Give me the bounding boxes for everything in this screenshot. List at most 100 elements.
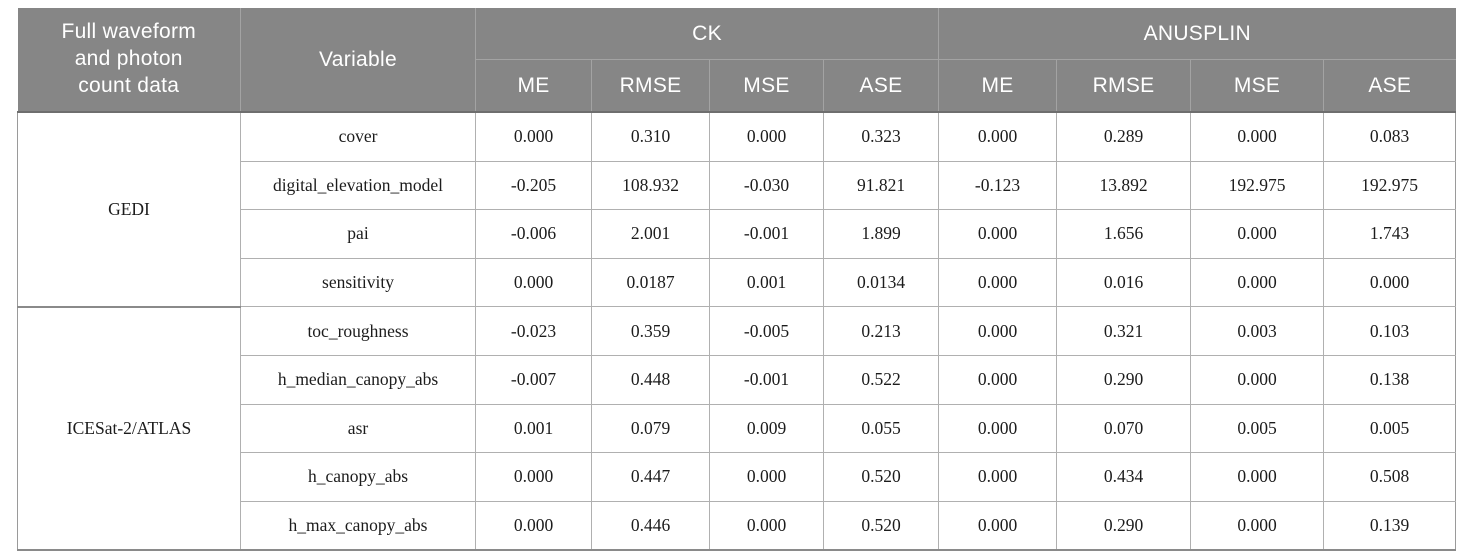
- value-cell-anusplin-mse: 0.000: [1190, 257, 1325, 308]
- table-row-asr: asr 0.001 0.079 0.009 0.055 0.000 0.070 0.005 0.…: [18, 403, 1457, 454]
- value-cell-ck-ase: 0.055: [822, 403, 940, 454]
- source-cell-gedi: GEDI: [17, 112, 241, 308]
- variable-cell: h_canopy_abs: [240, 452, 476, 502]
- header-metric-row: ME RMSE MSE ASE ME RMSE MSE ASE: [18, 59, 1456, 113]
- metric-header-ck-rmse: RMSE: [591, 59, 710, 113]
- table-row-h_canopy_abs: h_canopy_abs 0.000 0.447 0.000 0.520 0.000 0.4…: [18, 452, 1457, 502]
- value-cell-anusplin-rmse: 0.290: [1056, 500, 1192, 552]
- value-cell-ck-ase: 1.899: [822, 209, 940, 259]
- value-cell-ck-me: -0.007: [475, 354, 592, 405]
- value-cell-ck-rmse: 0.0187: [591, 257, 710, 308]
- variable-cell: cover: [240, 112, 476, 162]
- value-cell-anusplin-me: 0.000: [938, 452, 1058, 502]
- value-cell-ck-mse: 0.001: [709, 257, 824, 308]
- value-cell-anusplin-mse: 0.003: [1190, 306, 1325, 356]
- variable-cell: asr: [240, 403, 476, 454]
- column-header-variable: Variable: [240, 8, 476, 113]
- value-cell-anusplin-ase: 0.508: [1323, 452, 1457, 502]
- value-cell-ck-rmse: 108.932: [591, 160, 710, 211]
- metric-header-ck-me: ME: [475, 59, 592, 113]
- variable-cell: h_median_canopy_abs: [240, 354, 476, 405]
- value-cell-anusplin-rmse: 0.290: [1056, 354, 1192, 405]
- header-group-row: Full waveform and photon count data Vari…: [17, 8, 1456, 113]
- value-cell-anusplin-ase: 0.083: [1323, 112, 1457, 162]
- value-cell-ck-mse: 0.000: [709, 112, 824, 162]
- metric-header-anusplin-ase: ASE: [1323, 59, 1456, 113]
- variable-cell: sensitivity: [240, 257, 476, 308]
- value-cell-ck-ase: 0.0134: [822, 257, 940, 308]
- table-row-cover: GEDI cover 0.000 0.310 0.000 0.323 0.000 0.289 0…: [17, 112, 1457, 308]
- value-cell-anusplin-ase: 0.000: [1323, 257, 1457, 308]
- value-cell-anusplin-me: 0.000: [938, 500, 1058, 552]
- value-cell-ck-me: 0.000: [475, 112, 592, 162]
- variable-cell: pai: [240, 209, 476, 259]
- variable-cell: digital_elevation_model: [240, 160, 476, 211]
- source-cell-icesat-2-atlas: ICESat-2/ATLAS: [17, 306, 241, 552]
- metric-header-anusplin-rmse: RMSE: [1056, 59, 1192, 113]
- value-cell-ck-me: -0.205: [475, 160, 592, 211]
- value-cell-anusplin-me: 0.000: [938, 112, 1058, 162]
- value-cell-ck-ase: 91.821: [822, 160, 940, 211]
- value-cell-anusplin-rmse: 0.434: [1056, 452, 1192, 502]
- value-cell-ck-rmse: 0.359: [591, 306, 710, 356]
- table-row-toc_roughness: ICESat-2/ATLAS toc_roughness -0.023 0.359 -0…: [17, 306, 1457, 552]
- column-header-source: Full waveform and photon count data: [17, 8, 241, 113]
- value-cell-anusplin-rmse: 13.892: [1056, 160, 1192, 211]
- value-cell-anusplin-rmse: 0.070: [1056, 403, 1192, 454]
- value-cell-anusplin-me: 0.000: [938, 306, 1058, 356]
- group-header-ck: CK: [474, 8, 940, 60]
- value-cell-ck-mse: -0.001: [709, 209, 824, 259]
- value-cell-anusplin-ase: 0.005: [1323, 403, 1457, 454]
- value-cell-ck-rmse: 0.447: [591, 452, 710, 502]
- accuracy-metrics-table: Full waveform and photon count data Vari…: [17, 8, 1457, 552]
- value-cell-ck-ase: 0.323: [822, 112, 940, 162]
- table-row-h_max_canopy_abs: h_max_canopy_abs 0.000 0.446 0.000 0.520 0.00…: [18, 500, 1457, 552]
- variable-cell: h_max_canopy_abs: [240, 500, 476, 552]
- value-cell-anusplin-mse: 192.975: [1190, 160, 1325, 211]
- value-cell-ck-me: -0.023: [475, 306, 592, 356]
- table-row-digital_elevation_model: digital_elevation_model -0.205 108.932 -0.0…: [18, 160, 1457, 211]
- value-cell-anusplin-me: 0.000: [938, 257, 1058, 308]
- value-cell-anusplin-rmse: 0.289: [1056, 112, 1192, 162]
- value-cell-anusplin-ase: 1.743: [1323, 209, 1457, 259]
- value-cell-anusplin-me: 0.000: [938, 209, 1058, 259]
- value-cell-ck-me: -0.006: [475, 209, 592, 259]
- value-cell-ck-me: 0.000: [475, 452, 592, 502]
- value-cell-anusplin-mse: 0.000: [1190, 112, 1325, 162]
- value-cell-anusplin-mse: 0.000: [1190, 209, 1325, 259]
- value-cell-ck-mse: -0.001: [709, 354, 824, 405]
- group-header-anusplin: ANUSPLIN: [938, 8, 1456, 60]
- value-cell-ck-mse: -0.030: [709, 160, 824, 211]
- value-cell-ck-mse: 0.000: [709, 500, 824, 552]
- value-cell-anusplin-rmse: 1.656: [1056, 209, 1192, 259]
- value-cell-anusplin-mse: 0.000: [1190, 500, 1325, 552]
- value-cell-ck-rmse: 0.079: [591, 403, 710, 454]
- value-cell-anusplin-rmse: 0.016: [1056, 257, 1192, 308]
- value-cell-ck-ase: 0.520: [822, 500, 940, 552]
- table-body: GEDI cover 0.000 0.310 0.000 0.323 0.000 0.289 0…: [17, 112, 1457, 552]
- value-cell-anusplin-me: 0.000: [938, 403, 1058, 454]
- value-cell-anusplin-ase: 192.975: [1323, 160, 1457, 211]
- value-cell-ck-me: 0.000: [475, 500, 592, 552]
- table-header: Full waveform and photon count data Vari…: [17, 8, 1456, 113]
- value-cell-ck-mse: -0.005: [709, 306, 824, 356]
- value-cell-ck-me: 0.000: [475, 257, 592, 308]
- value-cell-anusplin-ase: 0.139: [1323, 500, 1457, 552]
- metric-header-anusplin-me: ME: [938, 59, 1058, 113]
- metric-header-ck-mse: MSE: [709, 59, 824, 113]
- value-cell-ck-rmse: 0.448: [591, 354, 710, 405]
- value-cell-ck-ase: 0.213: [822, 306, 940, 356]
- value-cell-ck-rmse: 0.446: [591, 500, 710, 552]
- value-cell-anusplin-me: -0.123: [938, 160, 1058, 211]
- value-cell-anusplin-ase: 0.103: [1323, 306, 1457, 356]
- value-cell-ck-mse: 0.009: [709, 403, 824, 454]
- variable-cell: toc_roughness: [240, 306, 476, 356]
- metric-header-anusplin-mse: MSE: [1190, 59, 1325, 113]
- value-cell-anusplin-rmse: 0.321: [1056, 306, 1192, 356]
- value-cell-anusplin-mse: 0.000: [1190, 452, 1325, 502]
- value-cell-ck-rmse: 2.001: [591, 209, 710, 259]
- value-cell-anusplin-ase: 0.138: [1323, 354, 1457, 405]
- metric-header-ck-ase: ASE: [822, 59, 940, 113]
- value-cell-ck-rmse: 0.310: [591, 112, 710, 162]
